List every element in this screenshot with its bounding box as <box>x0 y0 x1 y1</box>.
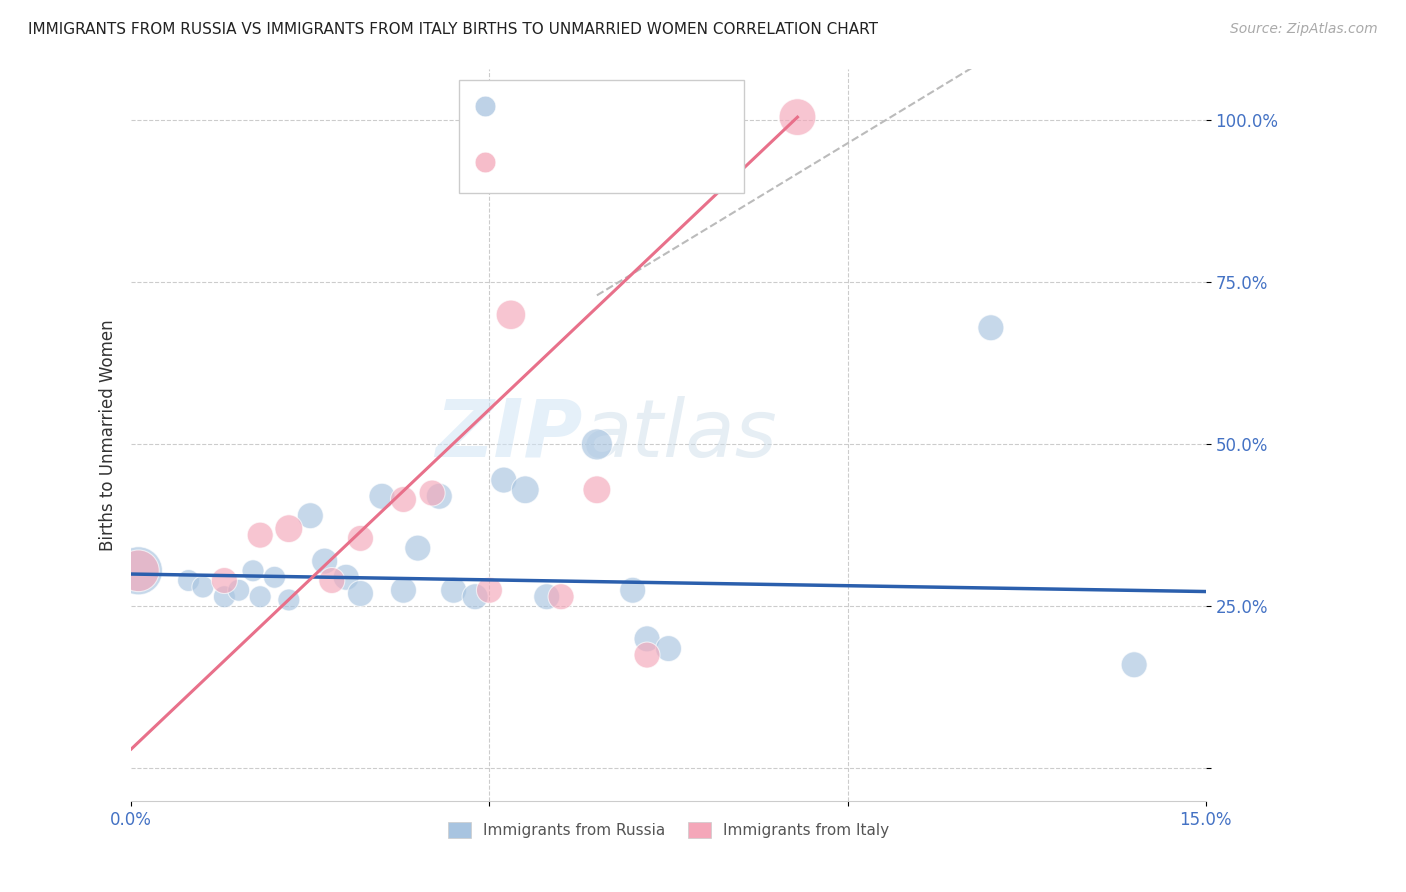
Point <box>515 483 537 497</box>
Point <box>550 590 572 604</box>
Point <box>980 320 1002 334</box>
Point <box>249 590 271 604</box>
Point <box>1123 657 1146 672</box>
Point <box>349 532 371 546</box>
Point <box>499 308 522 322</box>
Point <box>277 522 299 536</box>
Point <box>621 583 644 598</box>
Point <box>392 583 415 598</box>
Point <box>277 593 299 607</box>
Text: IMMIGRANTS FROM RUSSIA VS IMMIGRANTS FROM ITALY BIRTHS TO UNMARRIED WOMEN CORREL: IMMIGRANTS FROM RUSSIA VS IMMIGRANTS FRO… <box>28 22 879 37</box>
Point <box>349 586 371 600</box>
Point <box>420 486 443 500</box>
Point <box>636 632 658 646</box>
Point <box>214 574 236 588</box>
Point <box>214 590 236 604</box>
Point <box>464 590 486 604</box>
Point <box>127 564 149 578</box>
Point <box>786 110 808 124</box>
Text: Source: ZipAtlas.com: Source: ZipAtlas.com <box>1230 22 1378 37</box>
Point <box>443 583 465 598</box>
Point <box>321 574 343 588</box>
Point <box>392 492 415 507</box>
Point <box>536 590 558 604</box>
Legend: Immigrants from Russia, Immigrants from Italy: Immigrants from Russia, Immigrants from … <box>441 816 896 845</box>
Point <box>228 583 250 598</box>
Y-axis label: Births to Unmarried Women: Births to Unmarried Women <box>100 318 117 550</box>
Point <box>242 564 264 578</box>
Point <box>314 554 336 568</box>
Point <box>177 574 200 588</box>
Point <box>636 648 658 662</box>
Point <box>299 508 322 523</box>
Point <box>586 437 609 451</box>
Point <box>657 641 679 656</box>
Point <box>492 473 515 487</box>
Point <box>191 580 214 594</box>
Point <box>249 528 271 542</box>
Point <box>371 489 394 503</box>
Point <box>427 489 450 503</box>
Point <box>586 483 609 497</box>
Text: atlas: atlas <box>582 396 778 474</box>
Point <box>263 570 285 584</box>
Point <box>127 564 149 578</box>
Point <box>478 583 501 598</box>
Point <box>406 541 429 555</box>
Point <box>335 570 357 584</box>
Text: ZIP: ZIP <box>436 396 582 474</box>
